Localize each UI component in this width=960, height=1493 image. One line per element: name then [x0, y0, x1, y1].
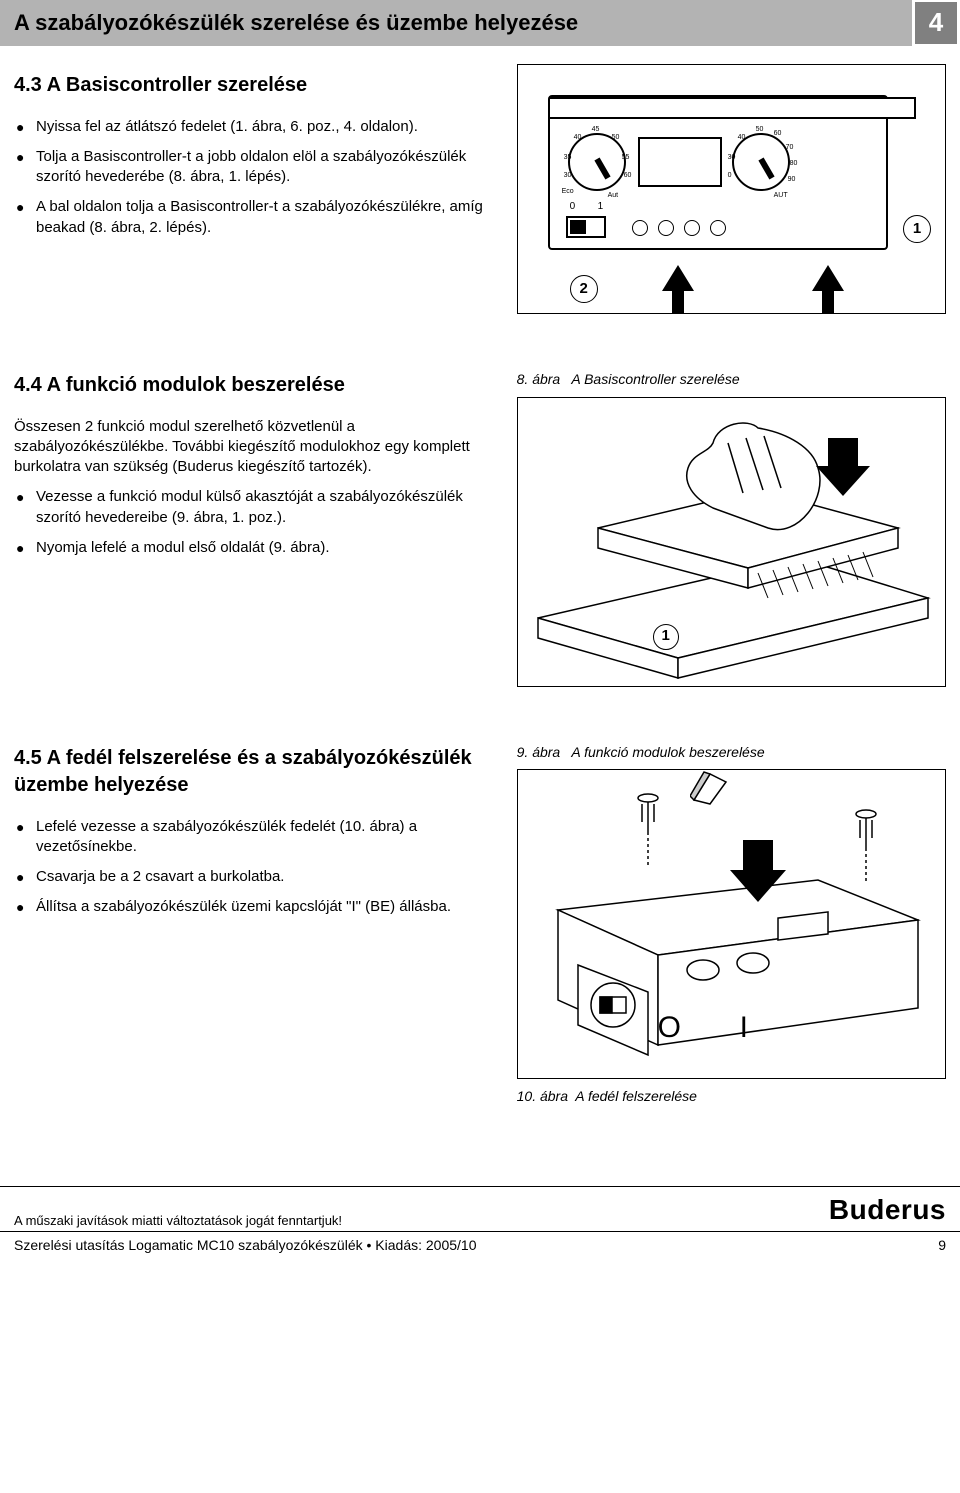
chapter-number: 4 — [915, 2, 957, 44]
section-4-5-bullets: Lefelé vezesse a szabályozókészülék fede… — [14, 817, 499, 918]
brand-logo: Buderus — [829, 1191, 946, 1229]
bullet-4-3-2: Tolja a Basiscontroller-t a jobb oldalon… — [14, 147, 499, 188]
section-4-4-bullets: Vezesse a funkció modul külső akasztóját… — [14, 487, 499, 558]
figure-9-caption: 9. ábra A funkció modulok beszerelése — [517, 743, 946, 762]
figure-8-text: A Basiscontroller szerelése — [571, 371, 739, 387]
dial2-tick: 80 — [790, 159, 798, 168]
footer-disclaimer: A műszaki javítások miatti változtatások… — [14, 1212, 342, 1230]
switch-1-label: 1 — [598, 200, 604, 214]
dial1-tick: 30 — [564, 171, 572, 180]
figure-9: 1 — [517, 397, 946, 687]
page-header: A szabályozókészülék szerelése és üzembe… — [0, 0, 960, 46]
figure-9-callout-1: 1 — [653, 624, 679, 650]
figure-8: 30 35 40 45 50 55 60 Aut Eco 0 30 40 50 — [517, 64, 946, 314]
bullet-4-3-3: A bal oldalon tolja a Basiscontroller-t … — [14, 197, 499, 238]
dial1-tick: Eco — [562, 187, 574, 196]
section-4-4-heading: 4.4 A funkció modulok beszerelése — [14, 372, 499, 399]
section-4-5-heading: 4.5 A fedél felszerelése és a szabályozó… — [14, 745, 499, 799]
switch-0-label: 0 — [570, 200, 576, 214]
callout-2: 2 — [570, 275, 598, 303]
dial1-tick: 35 — [564, 153, 572, 162]
dial1-tick: 55 — [622, 153, 630, 162]
bullet-4-5-2: Csavarja be a 2 csavart a burkolatba. — [14, 867, 499, 887]
figure-9-label: 9. ábra — [517, 744, 561, 760]
button-icon — [710, 220, 726, 236]
figure-8-caption: 8. ábra A Basiscontroller szerelése — [517, 370, 946, 389]
bullet-4-4-1: Vezesse a funkció modul külső akasztóját… — [14, 487, 499, 528]
figure-10-caption: 10. ábra A fedél felszerelése — [517, 1087, 946, 1106]
dial1-tick: 45 — [592, 125, 600, 134]
bullet-4-4-2: Nyomja lefelé a modul első oldalát (9. á… — [14, 538, 499, 558]
dial2-tick: 30 — [728, 153, 736, 162]
dial2-tick: 60 — [774, 129, 782, 138]
callout-1: 1 — [903, 215, 931, 243]
dial1-tick: 50 — [612, 133, 620, 142]
dial1-tick: Aut — [608, 191, 619, 200]
figure-9-text: A funkció modulok beszerelése — [571, 744, 764, 760]
figure-10: O I — [517, 769, 946, 1079]
switch-O-label: O — [658, 1008, 681, 1049]
section-4-3-heading: 4.3 A Basiscontroller szerelése — [14, 72, 499, 99]
reset-button-icon — [632, 220, 648, 236]
dial2-tick: 50 — [756, 125, 764, 134]
power-switch-icon — [566, 216, 606, 238]
arrow-up-icon — [808, 265, 848, 313]
switch-icon — [690, 770, 730, 806]
dial2-tick: AUT — [774, 191, 788, 200]
dial2-tick: 70 — [786, 143, 794, 152]
arrow-up-icon — [658, 265, 698, 313]
switch-I-label: I — [740, 1008, 748, 1049]
dial2-tick: 0 — [728, 171, 732, 180]
button-icon — [684, 220, 700, 236]
dial2-tick: 90 — [788, 175, 796, 184]
figure-8-label: 8. ábra — [517, 371, 561, 387]
footer-top: A műszaki javítások miatti változtatások… — [0, 1186, 960, 1229]
dial1-tick: 40 — [574, 133, 582, 142]
figure-10-text: A fedél felszerelése — [575, 1088, 697, 1104]
button-icon — [658, 220, 674, 236]
lcd-icon — [638, 137, 722, 187]
dial1-tick: 60 — [624, 171, 632, 180]
header-title: A szabályozókészülék szerelése és üzembe… — [0, 0, 912, 46]
page-number: 9 — [938, 1236, 946, 1255]
bullet-4-5-1: Lefelé vezesse a szabályozókészülék fede… — [14, 817, 499, 858]
footer-doc-title: Szerelési utasítás Logamatic MC10 szabál… — [14, 1236, 477, 1255]
section-4-4-intro: Összesen 2 funkció modul szerelhető közv… — [14, 417, 499, 478]
dial2-tick: 40 — [738, 133, 746, 142]
footer-bottom: Szerelési utasítás Logamatic MC10 szabál… — [0, 1231, 960, 1265]
bullet-4-3-1: Nyissa fel az átlátszó fedelet (1. ábra,… — [14, 117, 499, 137]
chapter-number-wrap: 4 — [912, 0, 960, 46]
section-4-3-bullets: Nyissa fel az átlátszó fedelet (1. ábra,… — [14, 117, 499, 238]
bullet-4-5-3: Állítsa a szabályozókészülék üzemi kapcs… — [14, 897, 499, 917]
figure-10-label: 10. ábra — [517, 1088, 568, 1104]
